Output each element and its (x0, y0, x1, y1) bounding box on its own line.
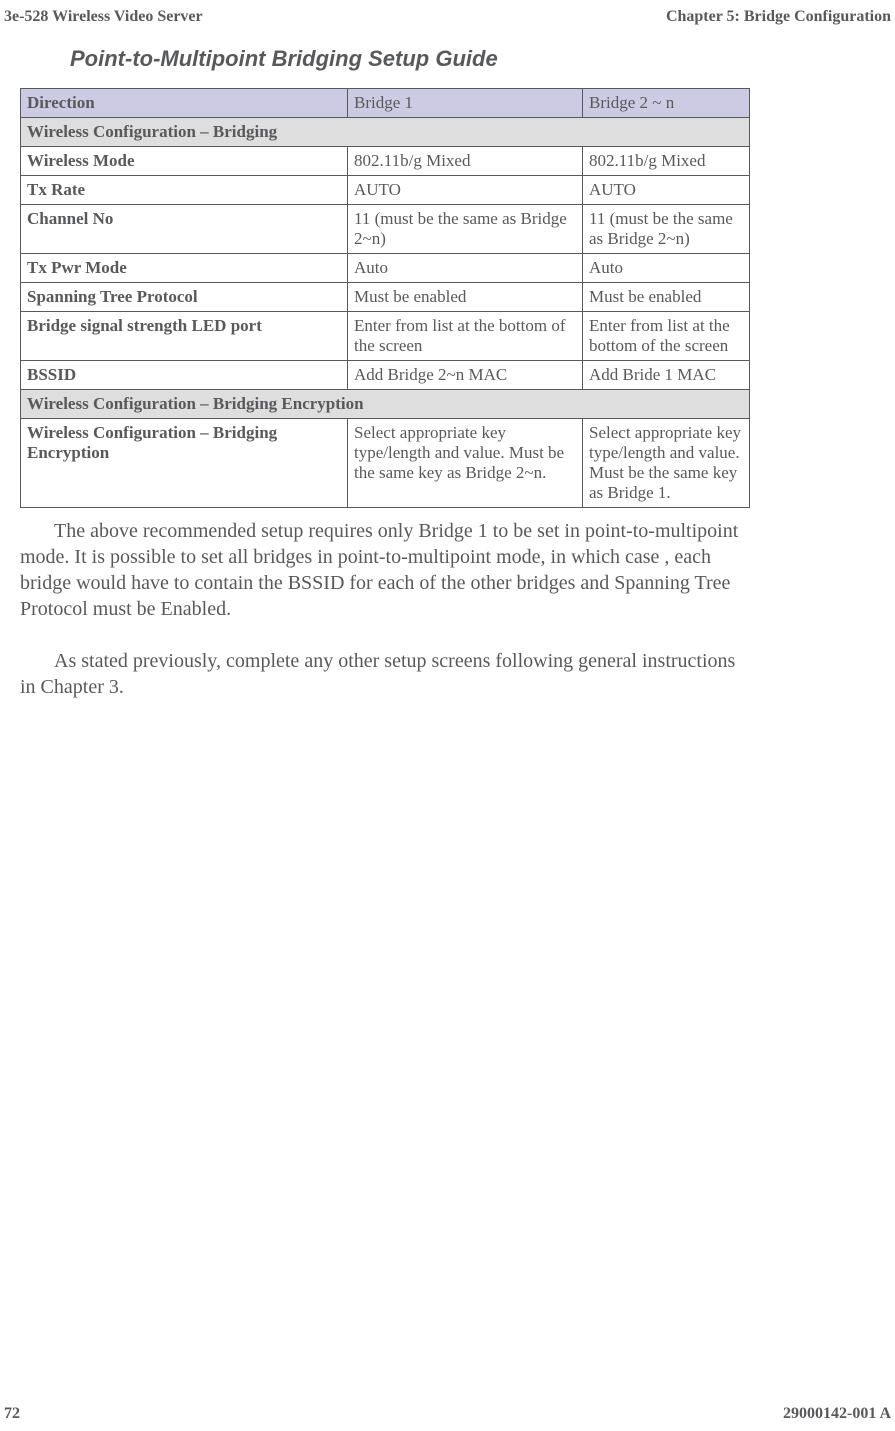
cell-label: Bridge signal strength LED port (21, 312, 348, 361)
cell-b1: AUTO (348, 176, 583, 205)
cell-label: BSSID (21, 361, 348, 390)
doc-number: 29000142-001 A (783, 1405, 891, 1423)
running-footer: 72 29000142-001 A (0, 1405, 895, 1423)
cell-b2: Enter from list at the bottom of the scr… (583, 312, 750, 361)
paragraph-text: The above recommended setup requires onl… (20, 518, 750, 622)
table-row: Channel No 11 (must be the same as Bridg… (21, 205, 750, 254)
cell-label: Channel No (21, 205, 348, 254)
cell-b2: 802.11b/g Mixed (583, 147, 750, 176)
setup-table: Direction Bridge 1 Bridge 2 ~ n Wireless… (20, 88, 750, 508)
body-paragraph: As stated previously, complete any other… (20, 648, 750, 700)
cell-b2: Select appropriate key type/length and v… (583, 419, 750, 508)
table-row: Wireless Mode 802.11b/g Mixed 802.11b/g … (21, 147, 750, 176)
section-label: Wireless Configuration – Bridging (21, 118, 750, 147)
cell-b2: Must be enabled (583, 283, 750, 312)
cell-b2: Auto (583, 254, 750, 283)
col-header-bridge1: Bridge 1 (348, 89, 583, 118)
table-row: Wireless Configuration – Bridging Encryp… (21, 419, 750, 508)
section-heading: Point-to-Multipoint Bridging Setup Guide (70, 46, 498, 72)
col-header-bridge2n: Bridge 2 ~ n (583, 89, 750, 118)
table-header-row: Direction Bridge 1 Bridge 2 ~ n (21, 89, 750, 118)
section-label: Wireless Configuration – Bridging Encryp… (21, 390, 750, 419)
cell-b1: Add Bridge 2~n MAC (348, 361, 583, 390)
cell-b2: Add Bride 1 MAC (583, 361, 750, 390)
paragraph-text: As stated previously, complete any other… (20, 648, 750, 700)
cell-b2: 11 (must be the same as Bridge 2~n) (583, 205, 750, 254)
table-row: BSSID Add Bridge 2~n MAC Add Bride 1 MAC (21, 361, 750, 390)
table-row: Tx Pwr Mode Auto Auto (21, 254, 750, 283)
page: 3e-528 Wireless Video Server Chapter 5: … (0, 0, 895, 1431)
page-number: 72 (4, 1405, 20, 1423)
col-header-direction: Direction (21, 89, 348, 118)
cell-label: Spanning Tree Protocol (21, 283, 348, 312)
cell-b1: 11 (must be the same as Bridge 2~n) (348, 205, 583, 254)
table-row: Spanning Tree Protocol Must be enabled M… (21, 283, 750, 312)
header-right: Chapter 5: Bridge Configuration (666, 8, 891, 26)
cell-b1: Select appropriate key type/length and v… (348, 419, 583, 508)
cell-label: Wireless Configuration – Bridging Encryp… (21, 419, 348, 508)
section-row: Wireless Configuration – Bridging (21, 118, 750, 147)
header-left: 3e-528 Wireless Video Server (4, 8, 203, 26)
cell-label: Wireless Mode (21, 147, 348, 176)
cell-b1: 802.11b/g Mixed (348, 147, 583, 176)
cell-b2: AUTO (583, 176, 750, 205)
cell-b1: Enter from list at the bottom of the scr… (348, 312, 583, 361)
cell-label: Tx Pwr Mode (21, 254, 348, 283)
cell-label: Tx Rate (21, 176, 348, 205)
table-row: Bridge signal strength LED port Enter fr… (21, 312, 750, 361)
section-row: Wireless Configuration – Bridging Encryp… (21, 390, 750, 419)
cell-b1: Auto (348, 254, 583, 283)
cell-b1: Must be enabled (348, 283, 583, 312)
running-header: 3e-528 Wireless Video Server Chapter 5: … (0, 8, 895, 26)
body-paragraph: The above recommended setup requires onl… (20, 518, 750, 622)
table-row: Tx Rate AUTO AUTO (21, 176, 750, 205)
